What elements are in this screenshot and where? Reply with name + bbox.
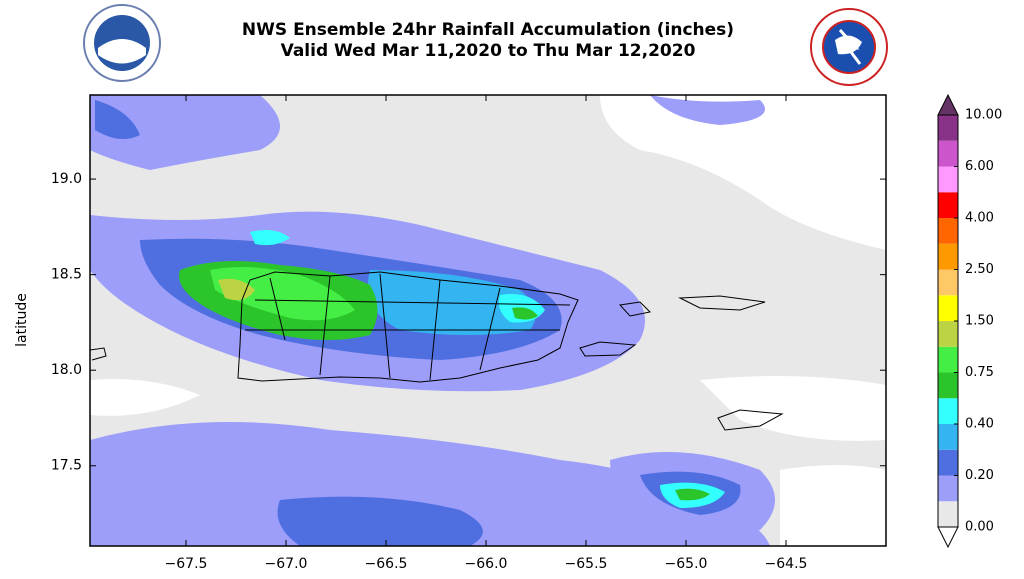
y-tick-label: 17.5 <box>51 458 82 474</box>
colorbar-segment <box>938 424 958 450</box>
colorbar-extend <box>937 93 959 116</box>
y-tick-label: 19.0 <box>51 171 82 187</box>
colorbar-segment <box>938 475 958 502</box>
colorbar-segment <box>938 115 958 141</box>
colorbar-label: 1.50 <box>965 314 994 329</box>
nws-logo <box>810 8 888 86</box>
colorbar-label: 0.40 <box>965 417 994 432</box>
colorbar-label: 4.00 <box>965 211 994 226</box>
colorbar-label: 0.00 <box>965 520 994 535</box>
x-tick-label: −66.5 <box>365 556 408 572</box>
colorbar-segment <box>938 372 958 399</box>
colorbar-segment <box>938 192 958 218</box>
x-tick-label: −65.0 <box>665 556 708 572</box>
colorbar-extend <box>937 526 959 549</box>
colorbar-label: 6.00 <box>965 159 994 174</box>
x-tick-label: −65.5 <box>565 556 608 572</box>
colorbar-label: 10.00 <box>965 108 1002 123</box>
colorbar-segment <box>938 398 958 424</box>
x-tick-label: −64.5 <box>765 556 808 572</box>
title-line: NWS Ensemble 24hr Rainfall Accumulation … <box>242 20 734 40</box>
colorbar-label: 2.50 <box>965 262 994 277</box>
x-tick-label: −67.5 <box>165 556 208 572</box>
y-axis-label: latitude <box>14 293 30 347</box>
colorbar-segment <box>938 321 958 347</box>
colorbar-segment <box>938 346 958 373</box>
colorbar-segment <box>938 449 958 476</box>
colorbar-segment <box>938 501 958 527</box>
x-tick-label: −67.0 <box>265 556 308 572</box>
colorbar-segment <box>938 140 958 167</box>
colorbar-segment <box>938 295 958 321</box>
rain-field <box>90 95 886 546</box>
colorbar-segment <box>938 218 958 244</box>
title-line: Valid Wed Mar 11,2020 to Thu Mar 12,2020 <box>281 41 696 61</box>
colorbar-label: 0.20 <box>965 468 994 483</box>
colorbar-segment <box>938 269 958 296</box>
colorbar-segment <box>938 243 958 270</box>
colorbar-label: 0.75 <box>965 365 994 380</box>
noaa-logo <box>83 4 161 82</box>
map-frame <box>89 94 887 547</box>
colorbar-segment <box>938 166 958 193</box>
x-tick-label: −66.0 <box>465 556 508 572</box>
y-tick-label: 18.0 <box>51 362 82 378</box>
y-tick-label: 18.5 <box>51 267 82 283</box>
